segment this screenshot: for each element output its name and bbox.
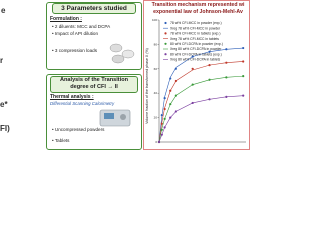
data-point [157,140,161,144]
legend-label: 78 wt% CFI-MCC in tablets (exp.) [170,32,221,36]
parameter-item: 3 compression loads [52,48,97,53]
parameter-item: 2 diluents: MCC and DCPA [52,24,110,29]
y-tick-label: 40 [154,91,158,95]
parameters-title: 3 Parameters studied [52,3,136,14]
left-fragment: e [1,6,6,15]
legend-label: Xreg 80 wt% CFI-DCPA in powder [170,47,222,51]
y-tick-label: 60 [154,67,158,71]
analysis-item: Uncompressed powders [52,127,105,132]
y-tick-label: 0 [155,140,157,144]
data-point [191,67,194,70]
analysis-item: Tablets [52,138,70,143]
fit-line [158,75,244,143]
dsc-image [99,109,131,127]
left-fragment: e* [0,100,8,109]
legend-label: 80 wt% CFI-DCPA in powder (exp.) [170,42,223,46]
y-tick-label: 80 [154,42,158,46]
formulation-label: Formulation : [50,16,82,22]
y-tick-label: 100 [152,18,157,22]
legend-label: 78 wt% CFI-MCC in powder (exp.) [170,21,222,25]
fit-line [158,47,244,143]
chart: Transition mechanism represented wi expo… [143,0,250,150]
y-axis-label: Volume fraction of the transformed phase… [145,48,149,124]
tablets-image [109,43,135,64]
chart-title: Transition mechanism represented wi [152,2,245,8]
parameter-item: Impact of API dilution [52,31,98,36]
legend-swatch [164,53,167,56]
method: Differential Scanning Calorimetry [50,101,115,106]
fit-line [158,61,244,143]
fit-line [158,95,244,143]
analysis-title: Analysis of the Transition degree of CFI… [50,76,138,93]
thermal-label: Thermal analysis : [50,94,94,100]
legend-swatch [164,32,167,35]
left-fragment: FI) [0,124,10,133]
legend-label: Xreg 80 wt% CFI-DCPA in tablets [170,58,221,62]
chart-subtitle: exponential law of Johnson-Mehl-Av [153,9,243,15]
y-tick-label: 20 [154,116,158,120]
legend-swatch [164,21,167,25]
legend-label: Xreg 78 wt% CFI-MCC in tablets [170,37,219,41]
legend-label: 80 wt% CFI-DCPA in tablets (exp.) [170,52,222,56]
graphical-abstract: e r e* FI) 3 Parameters studied Formulat… [0,0,250,150]
legend-label: Xreg 78 wt% CFI-MCC in powder [170,26,221,30]
left-fragment: r [0,56,4,65]
legend-swatch [164,42,167,45]
